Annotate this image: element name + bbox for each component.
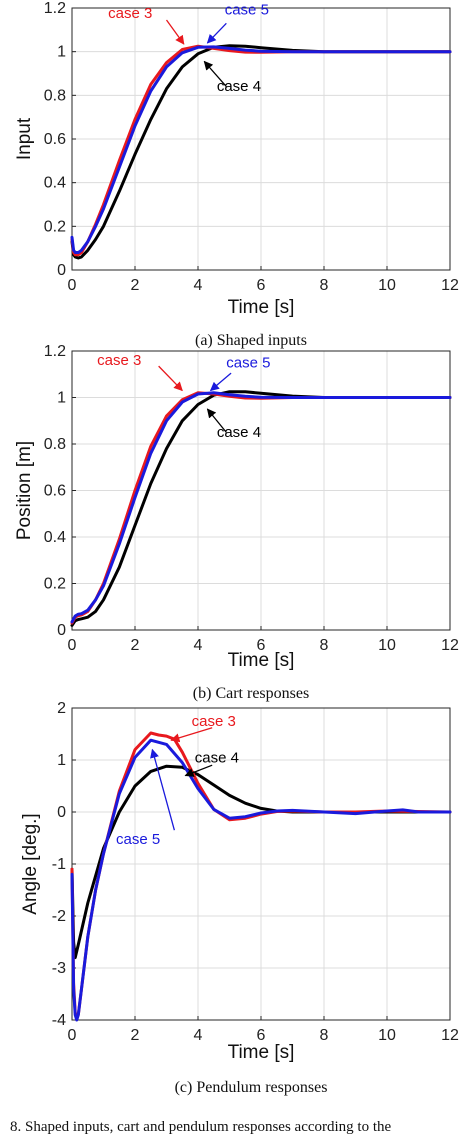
x-tick-label: 2	[131, 637, 140, 654]
y-tick-label: 0	[57, 622, 66, 639]
y-tick-label: 0.2	[44, 576, 66, 593]
annotation-label: case 4	[195, 750, 239, 767]
annotation-arrow	[203, 60, 227, 88]
y-tick-label: 1	[57, 390, 66, 407]
y-axis-label: Input	[14, 117, 35, 160]
y-tick-label: 0.6	[44, 131, 66, 148]
chart-caption: (c) Pendulum responses	[175, 1079, 328, 1096]
x-axis-label: Time [s]	[228, 297, 295, 318]
x-tick-label: 10	[378, 637, 396, 654]
annotation-arrow	[209, 372, 232, 392]
y-axis-label: Angle [deg.]	[20, 813, 41, 914]
y-tick-label: 1.2	[44, 0, 66, 17]
x-tick-label: 10	[378, 277, 396, 294]
y-tick-label: -1	[52, 856, 66, 873]
y-tick-label: 0	[57, 262, 66, 279]
x-axis-label: Time [s]	[228, 1042, 295, 1063]
y-tick-label: 1	[57, 752, 66, 769]
y-tick-label: -4	[52, 1012, 66, 1029]
annotation-arrow	[184, 764, 213, 777]
x-tick-label: 8	[320, 1027, 329, 1044]
x-tick-label: 12	[441, 277, 459, 294]
annotation-label: case 4	[217, 78, 261, 95]
x-tick-label: 6	[257, 1027, 266, 1044]
series-line-case-5	[70, 738, 452, 1022]
figure-footer-text: 8. Shaped inputs, cart and pendulum resp…	[10, 1119, 392, 1135]
x-tick-label: 6	[257, 277, 266, 294]
y-tick-label: -3	[52, 960, 66, 977]
x-tick-label: 6	[257, 637, 266, 654]
annotation-label: case 5	[225, 2, 269, 19]
series-line-case-4	[70, 390, 452, 627]
x-tick-label: 8	[320, 637, 329, 654]
annotation-arrow	[165, 19, 185, 45]
y-tick-label: 0.4	[44, 529, 66, 546]
x-tick-label: 4	[194, 277, 203, 294]
x-tick-label: 12	[441, 1027, 459, 1044]
chart-caption: (b) Cart responses	[193, 685, 309, 702]
x-axis-label: Time [s]	[228, 650, 295, 671]
y-tick-label: 1.2	[44, 343, 66, 360]
chart-panel-2: 0 2 4 6 8 10 12 0 0.2 0.4 0.6 0.8 1 1.2 Time [s] Positi…	[14, 343, 459, 702]
x-tick-label: 2	[131, 1027, 140, 1044]
chart-caption: (a) Shaped inputs	[195, 332, 307, 349]
series-line-case-4	[70, 44, 452, 260]
annotation-arrow	[158, 365, 183, 392]
x-tick-label: 8	[320, 277, 329, 294]
annotation-arrow	[150, 748, 176, 831]
y-tick-label: 2	[57, 700, 66, 717]
y-tick-label: 0.8	[44, 87, 66, 104]
series-line-case-5	[70, 391, 452, 624]
x-tick-label: 4	[194, 637, 203, 654]
series-line-case-5	[70, 45, 452, 254]
annotation-label: case 5	[226, 354, 270, 371]
y-tick-label: 0.8	[44, 436, 66, 453]
x-tick-label: 4	[194, 1027, 203, 1044]
x-tick-label: 2	[131, 277, 140, 294]
y-tick-label: 0	[57, 804, 66, 821]
annotation-arrow	[170, 727, 213, 743]
annotation-label: case 4	[217, 424, 261, 441]
annotation-arrow	[206, 408, 227, 433]
y-tick-label: 0.6	[44, 483, 66, 500]
annotation-label: case 5	[116, 831, 160, 848]
annotation-label: case 3	[97, 352, 141, 369]
y-tick-label: 1	[57, 44, 66, 61]
x-tick-label: 0	[68, 277, 77, 294]
y-axis-label: Position [m]	[14, 441, 35, 540]
x-tick-label: 12	[441, 637, 459, 654]
y-tick-label: -2	[52, 908, 66, 925]
annotation-label: case 3	[192, 713, 236, 730]
x-tick-label: 0	[68, 1027, 77, 1044]
y-tick-label: 0.4	[44, 175, 66, 192]
x-tick-label: 10	[378, 1027, 396, 1044]
annotation-label: case 3	[108, 5, 152, 22]
x-tick-label: 0	[68, 637, 77, 654]
annotation-arrow	[206, 22, 227, 44]
chart-panel-1: 0 2 4 6 8 10 12 0 0.2 0.4 0.6 0.8 1 1.2 Time [s] Input (…	[14, 0, 459, 349]
y-tick-label: 0.2	[44, 218, 66, 235]
